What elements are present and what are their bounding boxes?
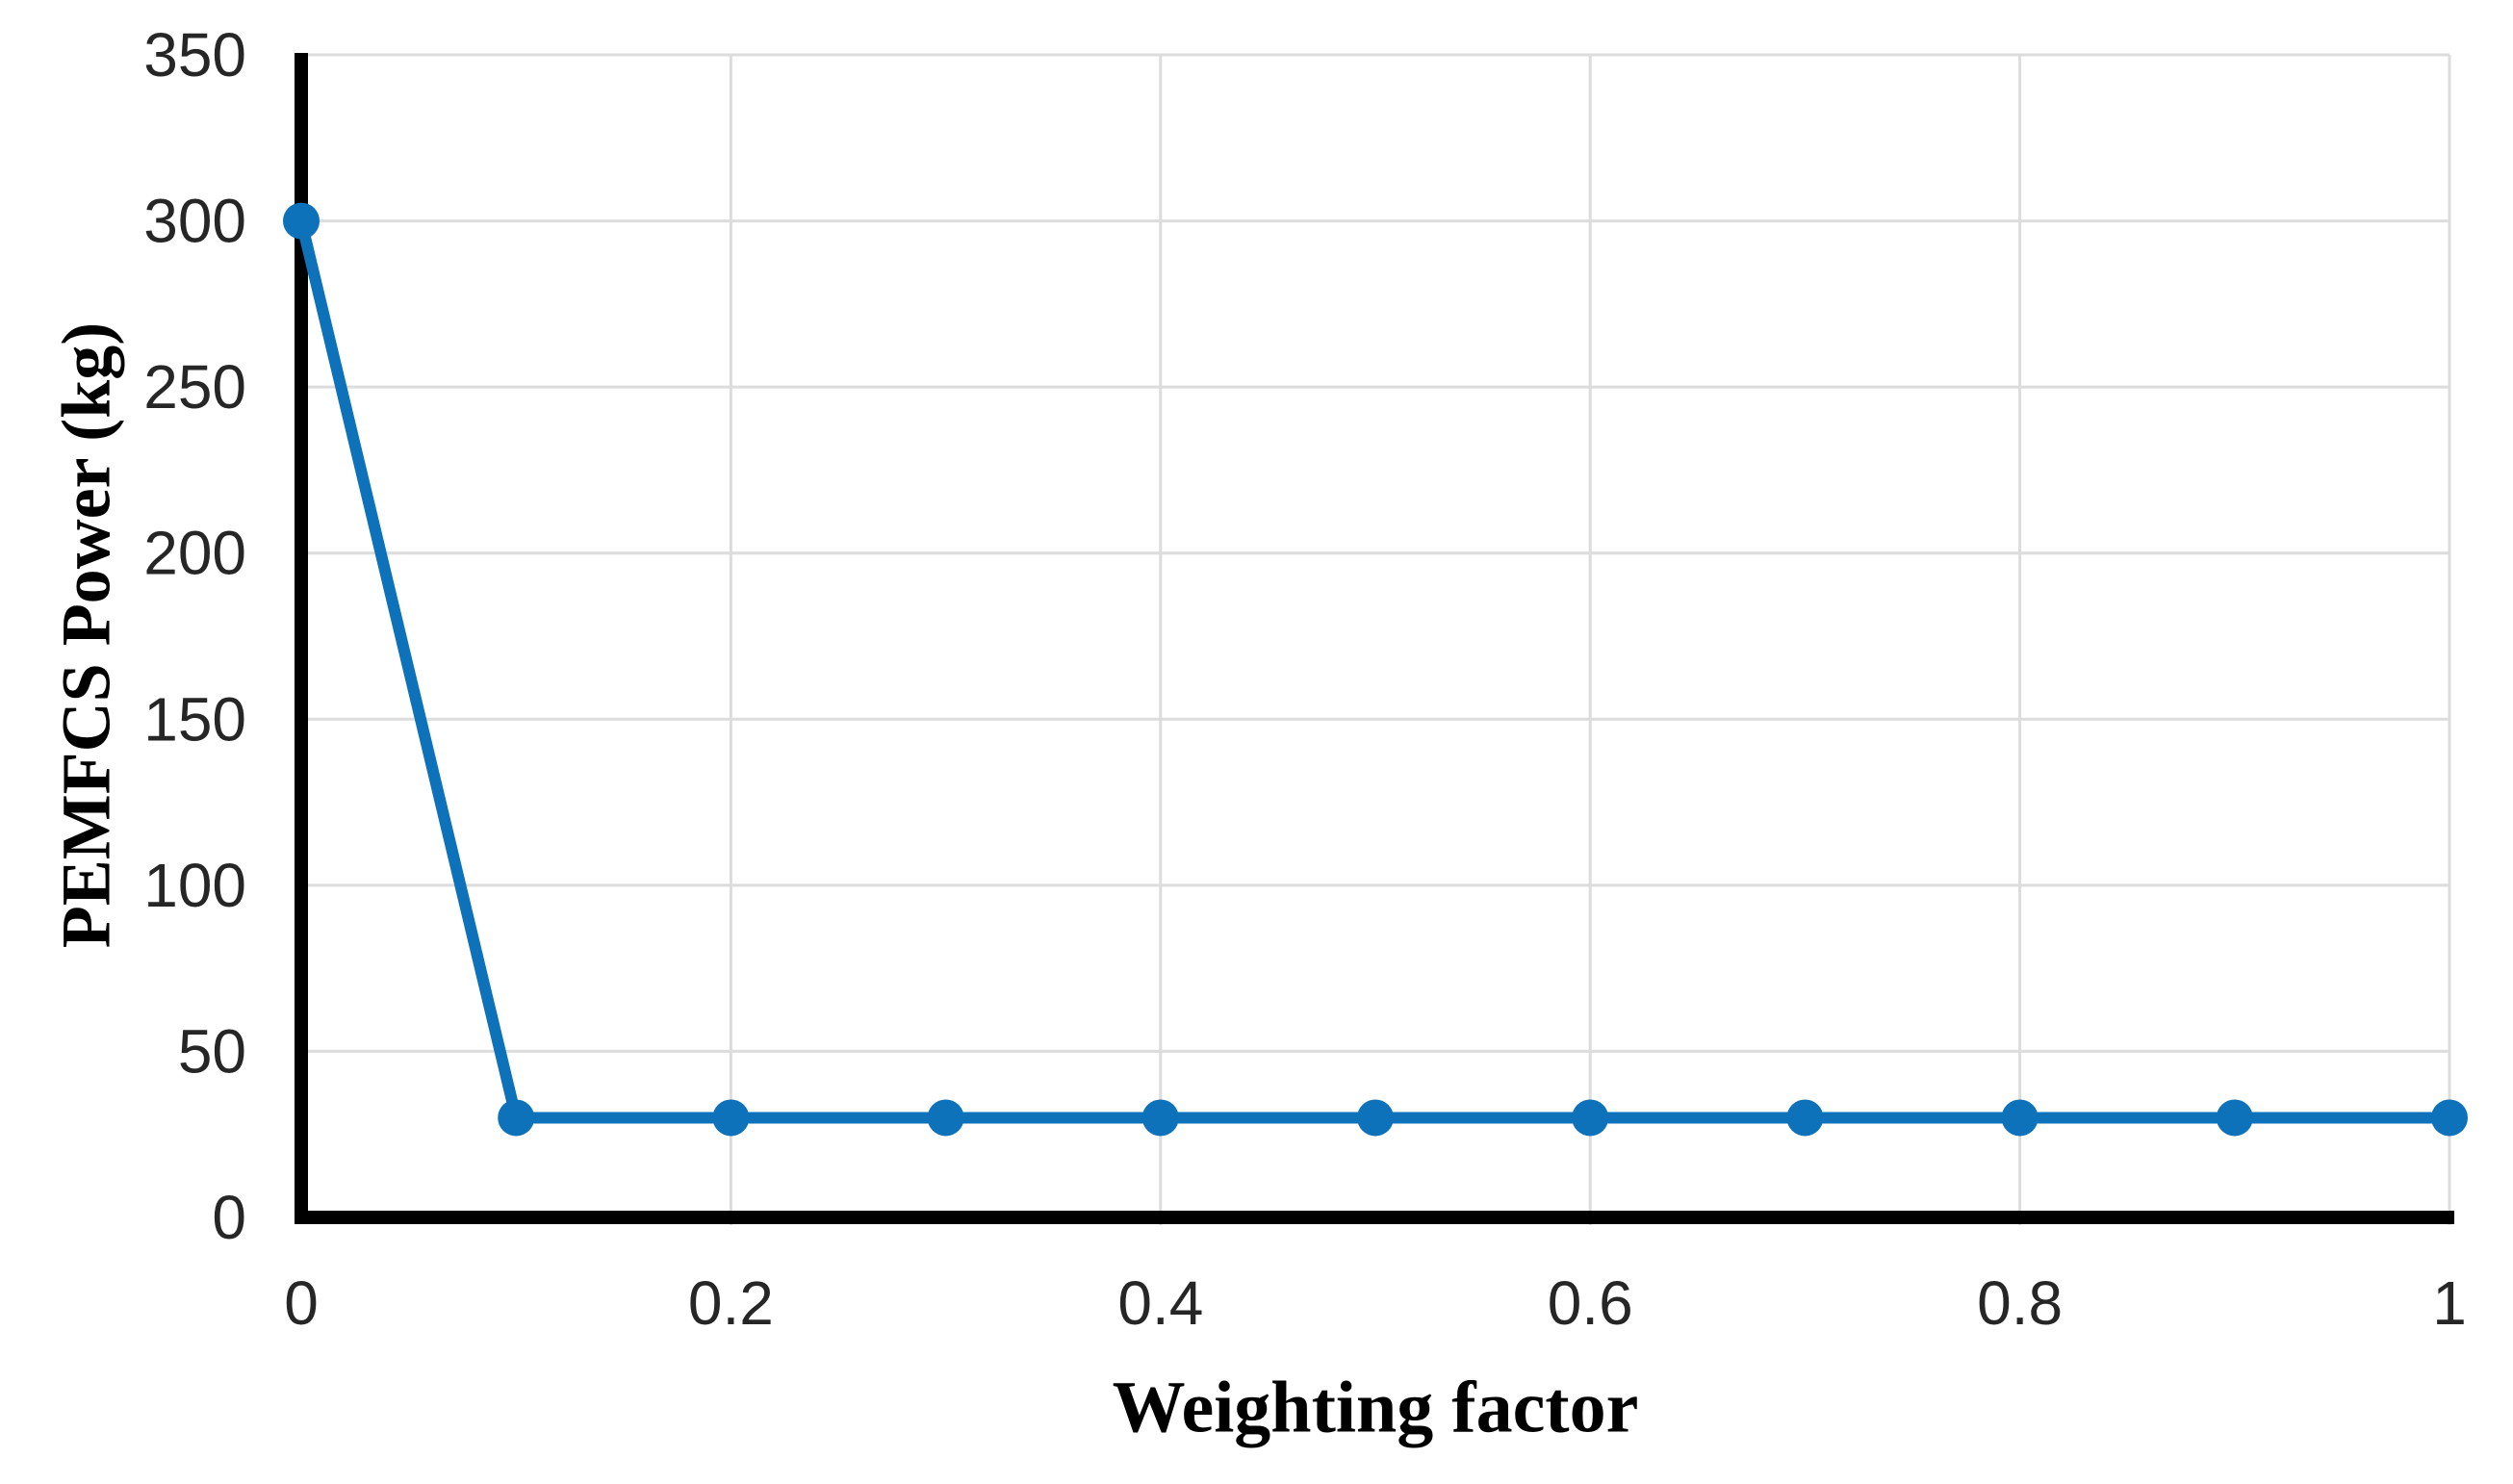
data-point-marker xyxy=(2431,1099,2468,1137)
data-point-marker xyxy=(1786,1099,1824,1137)
y-tick-label: 200 xyxy=(143,519,246,588)
x-tick-label: 0.6 xyxy=(1548,1268,1633,1338)
data-point-marker xyxy=(498,1099,535,1137)
x-tick-label: 0.2 xyxy=(688,1268,774,1338)
y-tick-label: 150 xyxy=(143,684,246,754)
y-tick-label: 100 xyxy=(143,851,246,920)
x-tick-label: 0.8 xyxy=(1977,1268,2063,1338)
data-point-marker xyxy=(1357,1099,1394,1137)
y-tick-label: 250 xyxy=(143,352,246,422)
x-axis-title: Weighting factor xyxy=(1112,1367,1639,1448)
data-point-marker xyxy=(712,1099,750,1137)
y-tick-label: 50 xyxy=(178,1016,246,1086)
x-tick-label: 0.4 xyxy=(1117,1268,1203,1338)
data-point-marker xyxy=(927,1099,964,1137)
x-tick-label: 1 xyxy=(2432,1268,2467,1338)
y-tick-label: 0 xyxy=(212,1183,246,1252)
data-point-marker xyxy=(1141,1099,1179,1137)
data-point-marker xyxy=(283,202,320,240)
data-point-marker xyxy=(2001,1099,2039,1137)
data-point-marker xyxy=(2216,1099,2253,1137)
y-tick-label: 300 xyxy=(143,187,246,256)
y-axis-title: PEMFCS Power (kg) xyxy=(47,321,125,949)
x-tick-label: 0 xyxy=(284,1268,319,1338)
y-tick-label: 350 xyxy=(143,20,246,90)
data-line xyxy=(295,215,2455,1124)
data-point-marker xyxy=(1572,1099,1609,1137)
